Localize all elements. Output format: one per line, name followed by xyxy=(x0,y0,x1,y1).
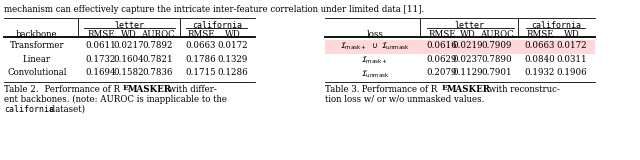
Text: dataset): dataset) xyxy=(47,104,85,113)
Text: california: california xyxy=(4,104,54,113)
Text: WD: WD xyxy=(460,30,476,39)
Text: 0.1582: 0.1582 xyxy=(114,68,144,77)
Text: $\mathcal{I}_{\mathrm{unmask}}$: $\mathcal{I}_{\mathrm{unmask}}$ xyxy=(360,68,389,80)
Text: 0.0663: 0.0663 xyxy=(525,41,555,50)
Text: california: california xyxy=(531,21,581,30)
Text: RMSE: RMSE xyxy=(526,30,554,39)
Text: 0.0611: 0.0611 xyxy=(86,41,116,50)
Text: 0.0237: 0.0237 xyxy=(453,55,483,64)
Text: Convolutional: Convolutional xyxy=(7,68,67,77)
Text: Performance of R: Performance of R xyxy=(359,84,437,93)
Text: E: E xyxy=(442,84,448,92)
Text: $\mathcal{I}_{\mathrm{mask+}}$: $\mathcal{I}_{\mathrm{mask+}}$ xyxy=(362,55,388,66)
Text: AUROC: AUROC xyxy=(141,30,175,39)
Text: WD: WD xyxy=(225,30,241,39)
Text: mechanism can effectively capture the intricate inter-feature correlation under : mechanism can effectively capture the in… xyxy=(4,5,424,14)
Text: 0.0172: 0.0172 xyxy=(557,41,588,50)
Text: ent backbones. (note: AUROC is inapplicable to the: ent backbones. (note: AUROC is inapplica… xyxy=(4,95,227,104)
Text: letter: letter xyxy=(115,21,145,30)
Text: 0.1715: 0.1715 xyxy=(186,68,216,77)
Text: loss: loss xyxy=(367,30,383,39)
Text: 0.0629: 0.0629 xyxy=(427,55,457,64)
Text: MASKER: MASKER xyxy=(128,84,172,93)
Text: Table 2.: Table 2. xyxy=(4,84,38,93)
Text: 0.1286: 0.1286 xyxy=(218,68,248,77)
Text: 0.1329: 0.1329 xyxy=(218,55,248,64)
Text: $\mathcal{I}_{\mathrm{mask+}}\ \cup\ \mathcal{I}_{\mathrm{unmask}}$: $\mathcal{I}_{\mathrm{mask+}}\ \cup\ \ma… xyxy=(340,41,410,52)
Text: Transformer: Transformer xyxy=(10,41,64,50)
Text: 0.7909: 0.7909 xyxy=(482,41,512,50)
Text: 0.0311: 0.0311 xyxy=(557,55,588,64)
Text: AUROC: AUROC xyxy=(480,30,514,39)
Text: 0.0616: 0.0616 xyxy=(427,41,458,50)
Text: WD: WD xyxy=(564,30,580,39)
Text: MASKER: MASKER xyxy=(447,84,491,93)
Text: backbone: backbone xyxy=(16,30,58,39)
Text: california: california xyxy=(192,21,242,30)
Text: RMSE: RMSE xyxy=(188,30,215,39)
Text: 0.1932: 0.1932 xyxy=(525,68,555,77)
Text: 0.7890: 0.7890 xyxy=(482,55,512,64)
Text: 0.7892: 0.7892 xyxy=(143,41,173,50)
Text: 0.2079: 0.2079 xyxy=(427,68,457,77)
Text: E: E xyxy=(123,84,129,92)
Text: letter: letter xyxy=(454,21,484,30)
Bar xyxy=(325,40,595,53)
Text: 0.1906: 0.1906 xyxy=(557,68,588,77)
Text: 0.0840: 0.0840 xyxy=(525,55,556,64)
Text: 0.1604: 0.1604 xyxy=(114,55,144,64)
Text: 0.1786: 0.1786 xyxy=(186,55,216,64)
Text: Performance of R: Performance of R xyxy=(39,84,120,93)
Text: WD: WD xyxy=(121,30,137,39)
Text: RMSE: RMSE xyxy=(428,30,456,39)
Text: with reconstruc-: with reconstruc- xyxy=(486,84,560,93)
Text: 0.1694: 0.1694 xyxy=(86,68,116,77)
Text: 0.1129: 0.1129 xyxy=(452,68,483,77)
Text: tion loss w/ or w/o unmasked values.: tion loss w/ or w/o unmasked values. xyxy=(325,95,484,104)
Text: 0.0219: 0.0219 xyxy=(452,41,483,50)
Text: RMSE: RMSE xyxy=(87,30,115,39)
Text: 0.0172: 0.0172 xyxy=(218,41,248,50)
Text: Table 3.: Table 3. xyxy=(325,84,360,93)
Text: Linear: Linear xyxy=(23,55,51,64)
Text: 0.1732: 0.1732 xyxy=(86,55,116,64)
Text: 0.0663: 0.0663 xyxy=(186,41,216,50)
Text: 0.7821: 0.7821 xyxy=(143,55,173,64)
Text: 0.7901: 0.7901 xyxy=(482,68,512,77)
Text: 0.0217: 0.0217 xyxy=(114,41,144,50)
Text: with differ-: with differ- xyxy=(166,84,217,93)
Text: 0.7836: 0.7836 xyxy=(143,68,173,77)
